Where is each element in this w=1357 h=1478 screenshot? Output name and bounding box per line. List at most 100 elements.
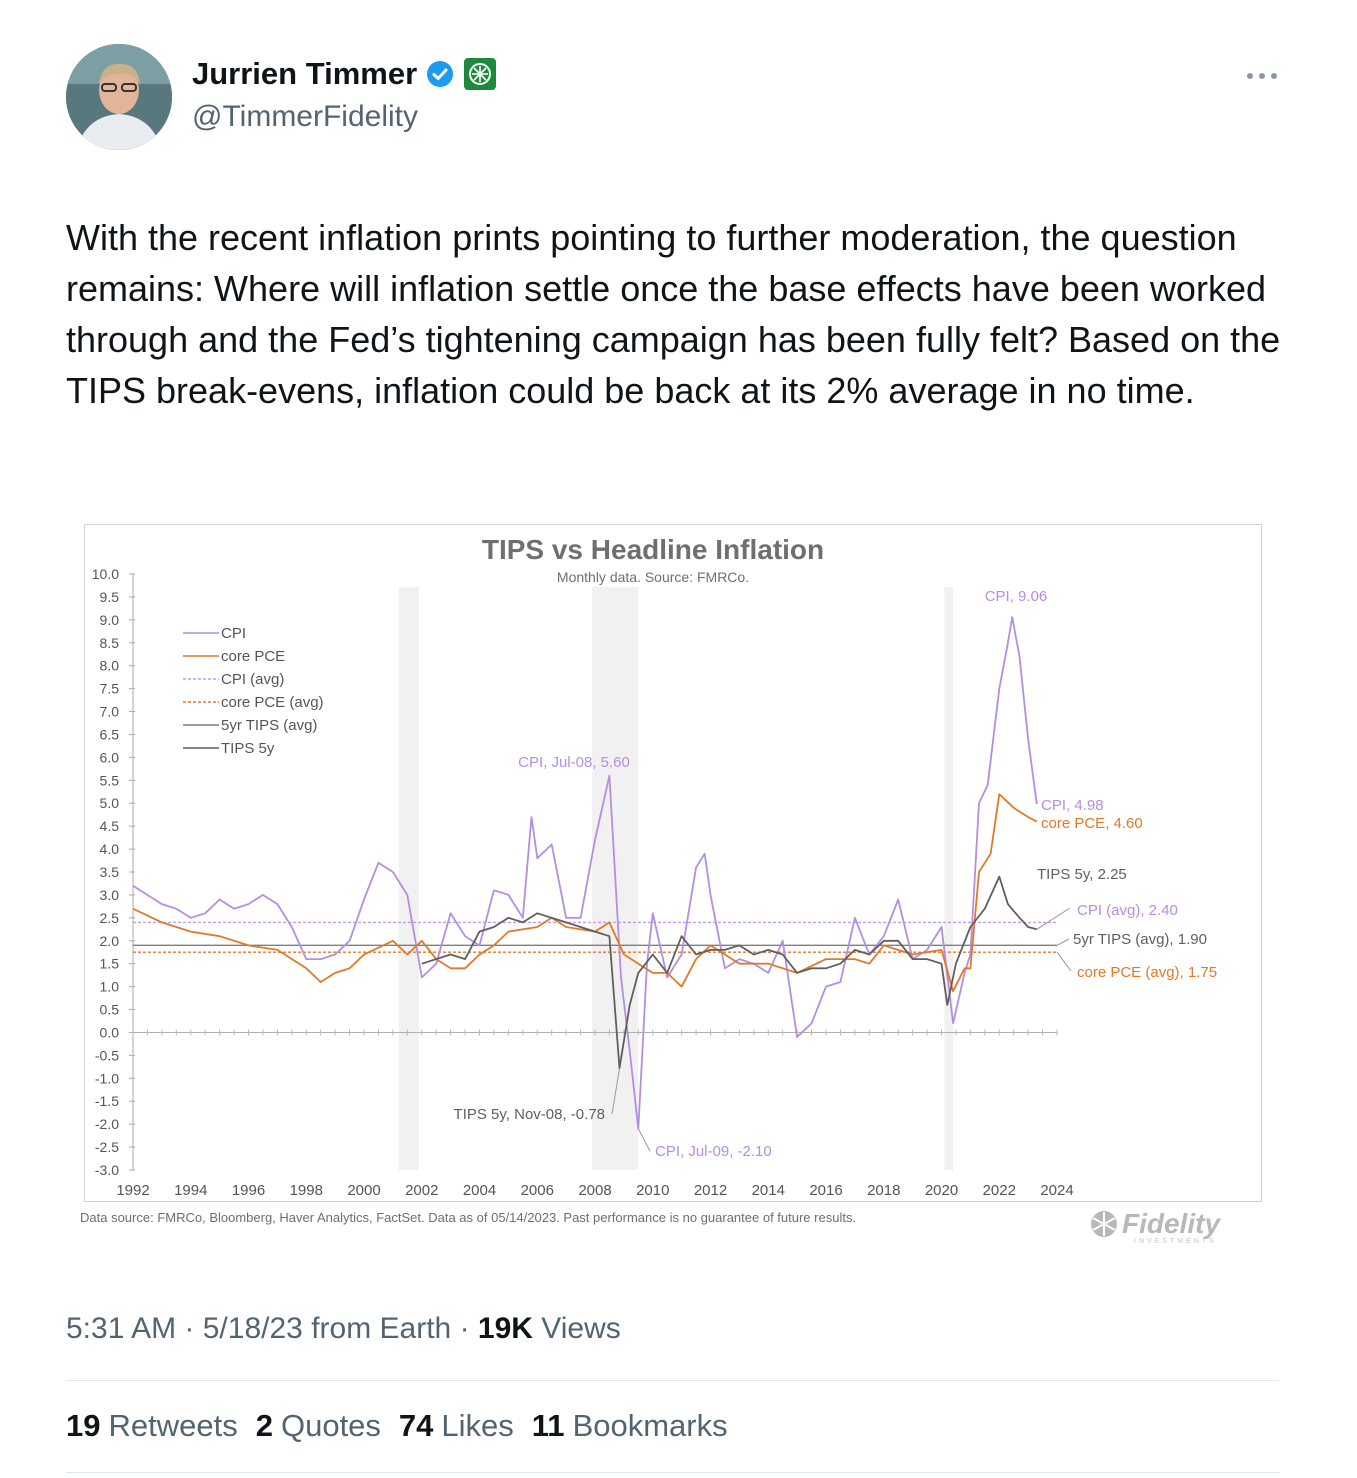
y-tick-label: 1.0 — [100, 979, 120, 995]
person-avatar-icon — [66, 44, 172, 150]
y-tick-label: 4.0 — [100, 841, 120, 857]
y-tick-label: 4.5 — [100, 818, 120, 834]
divider — [66, 1380, 1279, 1381]
tweet-source: from Earth — [311, 1312, 452, 1345]
quotes-stat[interactable]: 2 Quotes — [256, 1408, 381, 1444]
annotation-label: TIPS 5y, Nov-08, -0.78 — [454, 1106, 605, 1123]
divider — [66, 1472, 1279, 1473]
tweet-date[interactable]: 5/18/23 — [202, 1312, 303, 1345]
y-tick-label: 0.0 — [100, 1024, 120, 1040]
y-tick-label: 3.0 — [100, 887, 120, 903]
y-tick-label: 5.5 — [100, 772, 120, 788]
y-tick-label: 0.5 — [100, 1002, 120, 1018]
y-tick-label: -0.5 — [95, 1047, 119, 1063]
verified-badge-icon[interactable] — [425, 59, 455, 89]
y-tick-label: -2.0 — [95, 1116, 119, 1132]
affiliation-badge-icon[interactable] — [463, 57, 497, 91]
annotation-label: CPI, Jul-09, -2.10 — [655, 1143, 772, 1160]
chart-title: TIPS vs Headline Inflation — [482, 534, 824, 565]
x-tick-label: 2020 — [925, 1182, 958, 1199]
annotation-leader — [1036, 907, 1071, 930]
legend-label: CPI (avg) — [221, 671, 284, 688]
retweets-stat[interactable]: 19 Retweets — [66, 1408, 238, 1444]
annotation-label: 5yr TIPS (avg), 1.90 — [1073, 931, 1207, 948]
y-tick-label: 9.0 — [100, 612, 120, 628]
x-tick-label: 2018 — [867, 1182, 900, 1199]
bookmarks-label: Bookmarks — [572, 1408, 728, 1443]
views-count: 19K — [477, 1312, 533, 1345]
annotation-label: CPI, Jul-08, 5.60 — [518, 754, 630, 771]
tweet-text: With the recent inflation prints pointin… — [66, 217, 1281, 411]
bookmarks-stat[interactable]: 11 Bookmarks — [532, 1408, 728, 1444]
annotation-leader — [611, 1068, 621, 1115]
x-tick-label: 2012 — [694, 1182, 727, 1199]
chart-subtitle: Monthly data. Source: FMRCo. — [557, 569, 749, 585]
y-tick-label: 10.0 — [92, 566, 119, 582]
y-tick-label: 2.0 — [100, 933, 120, 949]
legend-label: core PCE (avg) — [221, 694, 324, 711]
recession-band — [944, 587, 954, 1170]
x-tick-label: 2004 — [463, 1182, 496, 1199]
author-name[interactable]: Jurrien Timmer — [192, 56, 418, 91]
annotation-label: CPI, 4.98 — [1041, 797, 1104, 814]
y-tick-label: 3.5 — [100, 864, 120, 880]
avatar[interactable] — [66, 44, 172, 150]
x-tick-label: 2024 — [1040, 1182, 1073, 1199]
y-tick-label: -1.5 — [95, 1093, 119, 1109]
engagement-stats: 19 Retweets 2 Quotes 74 Likes 11 Bookmar… — [66, 1408, 728, 1444]
likes-count: 74 — [398, 1408, 434, 1443]
annotation-leader — [1056, 938, 1070, 946]
tweet-meta: 5:31 AM · 5/18/23 from Earth · 19K Views — [66, 1312, 621, 1345]
legend-label: 5yr TIPS (avg) — [221, 717, 317, 734]
x-tick-label: 2022 — [983, 1182, 1016, 1199]
chart-image[interactable]: TIPS vs Headline Inflation Monthly data. … — [84, 524, 1262, 1202]
bookmarks-count: 11 — [531, 1408, 565, 1443]
fidelity-logo-subtext: INVESTMENTS — [1134, 1238, 1217, 1245]
y-tick-label: 7.5 — [100, 681, 120, 697]
y-tick-label: 7.0 — [100, 704, 120, 720]
y-tick-label: 9.5 — [100, 589, 120, 605]
annotation-label: core PCE (avg), 1.75 — [1077, 964, 1217, 981]
chart-footnote: Data source: FMRCo, Bloomberg, Haver Ana… — [80, 1210, 857, 1225]
y-tick-label: -3.0 — [95, 1162, 119, 1178]
x-tick-label: 2006 — [521, 1182, 554, 1199]
author-handle[interactable]: @TimmerFidelity — [192, 100, 419, 133]
fidelity-logo: Fidelity INVESTMENTS — [1091, 1208, 1221, 1245]
more-options-icon[interactable] — [1244, 66, 1280, 86]
likes-label: Likes — [441, 1408, 514, 1443]
series-line-tips-5y — [421, 875, 1038, 1070]
y-tick-label: 6.0 — [100, 749, 120, 765]
x-tick-label: 2000 — [347, 1182, 380, 1199]
y-tick-label: 8.5 — [100, 635, 120, 651]
legend-label: core PCE — [221, 648, 285, 665]
y-tick-label: 2.5 — [100, 910, 120, 926]
y-tick-label: -1.0 — [95, 1070, 119, 1086]
y-tick-label: 6.5 — [100, 726, 120, 742]
x-tick-label: 1994 — [174, 1182, 207, 1199]
y-tick-label: -2.5 — [95, 1139, 119, 1155]
recession-band — [398, 587, 419, 1170]
annotation-leader — [637, 1128, 651, 1152]
quotes-count: 2 — [255, 1408, 273, 1443]
legend-label: CPI — [221, 625, 246, 642]
annotation-label: core PCE, 4.60 — [1041, 815, 1143, 832]
series-line-cpi — [132, 616, 1038, 1130]
x-tick-label: 2014 — [752, 1182, 785, 1199]
x-tick-label: 2016 — [809, 1182, 842, 1199]
likes-stat[interactable]: 74 Likes — [399, 1408, 514, 1444]
x-tick-label: 1992 — [116, 1182, 149, 1199]
y-tick-label: 5.0 — [100, 795, 120, 811]
annotation-label: CPI (avg), 2.40 — [1077, 902, 1178, 919]
quotes-label: Quotes — [280, 1408, 381, 1443]
x-tick-label: 1996 — [232, 1182, 265, 1199]
inflation-chart: TIPS vs Headline Inflation Monthly data. … — [92, 534, 1217, 1199]
x-tick-label: 2008 — [578, 1182, 611, 1199]
views-label: Views — [541, 1312, 621, 1345]
retweets-count: 19 — [66, 1408, 101, 1443]
x-tick-label: 1998 — [290, 1182, 323, 1199]
tweet-time[interactable]: 5:31 AM — [66, 1312, 177, 1345]
retweets-label: Retweets — [108, 1408, 238, 1443]
y-tick-label: 1.5 — [100, 956, 120, 972]
legend-label: TIPS 5y — [221, 740, 275, 757]
fidelity-logo-text: Fidelity — [1122, 1208, 1221, 1239]
